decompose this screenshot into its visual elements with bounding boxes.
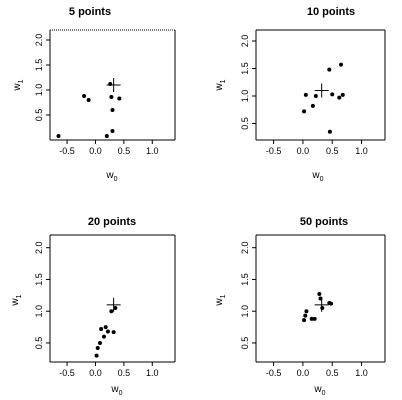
x-axis-label-subscript: 0: [114, 176, 118, 183]
x-tick-label: -0.5: [266, 368, 282, 378]
data-point: [99, 326, 104, 331]
data-point: [330, 92, 335, 97]
panel-title: 50 points: [300, 216, 348, 228]
y-axis-label-subscript: 1: [220, 79, 227, 83]
x-tick-label: 0.5: [326, 368, 339, 378]
x-tick-label: 1.0: [355, 368, 368, 378]
x-tick-label: 1.0: [146, 368, 159, 378]
y-tick-label: 2.0: [240, 35, 250, 48]
x-tick-label: 1.0: [355, 146, 368, 156]
y-axis-label: w1: [214, 79, 227, 91]
scatter-panel: 50 points -0.5 0.0 0.5 1.0 0.5 1.0 1.5 2.0 w0 w1: [214, 216, 386, 397]
y-axis-label-subscript: 1: [16, 294, 23, 298]
data-point: [110, 108, 115, 112]
y-tick-label: 2.0: [34, 241, 44, 254]
data-point: [302, 318, 307, 323]
x-tick-label: 0.0: [89, 368, 102, 378]
y-tick-label: 1.0: [34, 84, 44, 97]
data-point: [312, 316, 317, 321]
y-tick-label: 2.0: [240, 241, 250, 254]
data-point: [105, 329, 110, 334]
y-tick-label: 1.5: [34, 273, 44, 286]
y-tick-label: 2.0: [34, 34, 44, 47]
panel-title: 10 points: [307, 6, 355, 18]
y-tick-label: 1.0: [34, 305, 44, 318]
x-tick-label: 0.5: [326, 146, 339, 156]
data-point: [98, 340, 102, 345]
x-tick-label: -0.5: [59, 368, 75, 378]
data-point: [327, 67, 332, 72]
y-tick-label: 1.5: [240, 273, 250, 286]
cross-marker: [106, 297, 121, 312]
x-tick-label: 0.0: [89, 146, 102, 156]
scatter-panel: 20 points -0.5 0.0 0.5 1.0 0.5 1.0 1.5 2.0 w0 w1: [10, 216, 176, 397]
cross-marker: [314, 83, 329, 98]
x-axis-label-subscript: 0: [322, 390, 326, 397]
data-point: [109, 309, 114, 314]
y-axis-label-subscript: 1: [18, 79, 25, 83]
y-tick-label: 1.5: [240, 62, 250, 75]
y-tick-label: 0.5: [240, 117, 250, 130]
data-point: [56, 134, 61, 138]
data-point: [303, 313, 308, 318]
data-point: [317, 292, 322, 297]
x-axis-label-subscript: 0: [320, 176, 324, 183]
y-tick-label: 1.0: [240, 305, 250, 318]
y-tick-label: 0.5: [240, 337, 250, 350]
x-axis-label-subscript: 0: [119, 390, 123, 397]
data-point: [103, 325, 108, 330]
data-point: [320, 306, 325, 311]
scatter-panel: 10 points -0.5 0.0 0.5 1.0 0.5 1.0 1.5 2.0 w0 w1: [214, 6, 386, 183]
cross-marker: [314, 297, 329, 312]
scatter-panel: 5 points -0.5 0.0 0.5 1.0 0.5 1.0 1.5 2.0 w0 w1: [12, 6, 176, 183]
x-tick-label: 0.0: [297, 368, 310, 378]
x-tick-label: 0.0: [297, 146, 310, 156]
data-point: [339, 62, 344, 67]
x-axis-label: w0: [311, 170, 323, 183]
data-point: [101, 334, 106, 339]
data-point: [95, 346, 100, 351]
data-point: [303, 92, 308, 97]
y-axis-label: w1: [10, 294, 23, 306]
y-axis-label: w1: [12, 79, 25, 91]
data-point: [304, 309, 309, 314]
y-tick-label: 0.5: [34, 109, 44, 122]
data-point: [309, 316, 314, 321]
y-tick-label: 1.0: [240, 90, 250, 103]
y-axis-label-subscript: 1: [220, 294, 227, 298]
x-tick-label: 0.5: [118, 368, 131, 378]
panel-title: 5 points: [69, 6, 111, 18]
data-point: [329, 301, 334, 306]
x-tick-label: 1.0: [146, 146, 159, 156]
data-point: [113, 306, 118, 311]
data-point: [109, 95, 114, 99]
data-point: [337, 95, 342, 100]
x-axis-label: w0: [313, 384, 325, 397]
data-point: [340, 92, 345, 97]
data-point: [110, 129, 115, 133]
x-tick-label: -0.5: [59, 146, 75, 156]
data-point: [310, 103, 315, 108]
y-tick-label: 1.5: [34, 59, 44, 72]
data-point: [313, 94, 318, 98]
data-point: [94, 353, 99, 358]
data-point: [111, 330, 116, 335]
data-point: [82, 94, 87, 98]
data-point: [86, 98, 91, 102]
x-axis-label: w0: [105, 170, 117, 183]
x-tick-label: -0.5: [266, 146, 282, 156]
data-point: [327, 129, 332, 134]
x-axis-label: w0: [110, 384, 122, 397]
panels-group: 5 points-0.5 0.0 0.5 1.00.51.01.52.0w0w110 …: [10, 6, 386, 397]
data-point: [117, 96, 122, 101]
cross-marker: [106, 78, 121, 92]
y-axis-label: w1: [214, 294, 227, 306]
x-tick-label: 0.5: [118, 146, 131, 156]
panel-title: 20 points: [88, 216, 136, 228]
data-point: [104, 134, 109, 138]
y-tick-label: 0.5: [34, 337, 44, 350]
data-point: [302, 109, 307, 114]
